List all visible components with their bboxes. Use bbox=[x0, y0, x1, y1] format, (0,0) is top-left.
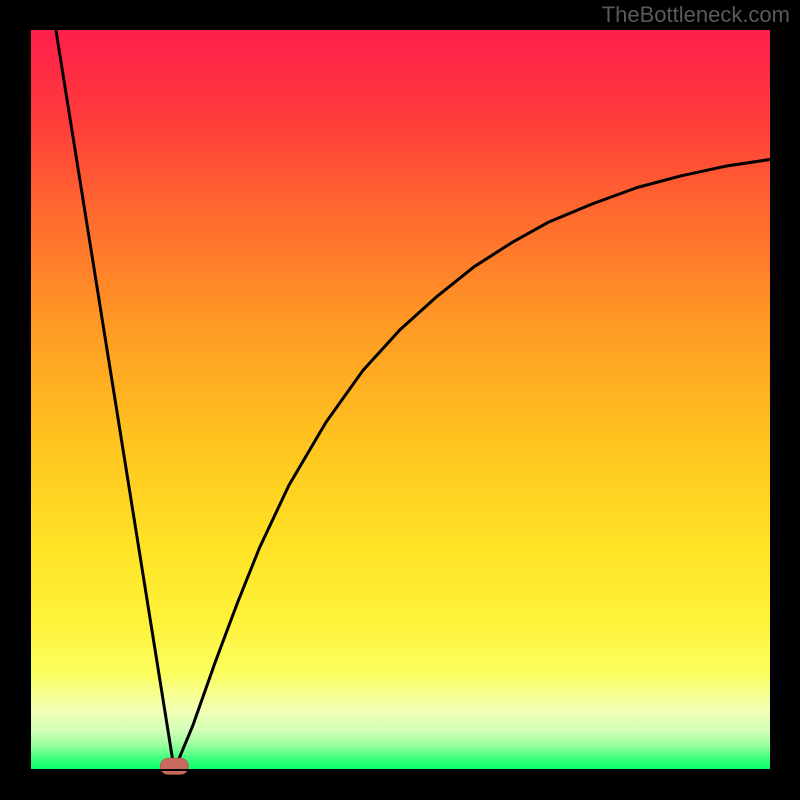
optimal-point-marker bbox=[160, 758, 188, 774]
plot-gradient bbox=[30, 30, 770, 770]
chart-container: TheBottleneck.com bbox=[0, 0, 800, 800]
bottleneck-chart bbox=[0, 0, 800, 800]
